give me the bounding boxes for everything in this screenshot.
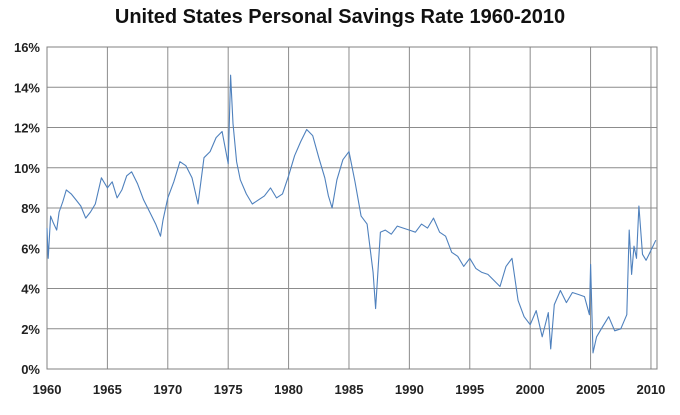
y-tick-label: 6%: [21, 241, 40, 256]
x-tick-label: 2000: [516, 382, 545, 397]
x-axis-tick-labels: 1960 1965 1970 1975 1980 1985 1990 1995 2000 2005…: [33, 382, 666, 397]
x-tick-label: 1985: [335, 382, 364, 397]
y-tick-label: 16%: [14, 40, 40, 55]
x-tick-label: 2010: [636, 382, 665, 397]
savings-rate-line: [46, 74, 657, 354]
y-tick-label: 0%: [21, 362, 40, 377]
x-tick-label: 1980: [274, 382, 303, 397]
y-axis-tick-labels: 0% 2% 4% 6% 8% 10% 12% 14% 16%: [14, 40, 40, 377]
chart-title: United States Personal Savings Rate 1960…: [114, 6, 566, 28]
x-tick-label: 1970: [153, 382, 182, 397]
grid-lines: [46, 46, 657, 370]
y-tick-label: 8%: [21, 201, 40, 216]
x-tick-label: 1965: [93, 382, 122, 397]
y-tick-label: 12%: [14, 121, 40, 136]
y-tick-label: 10%: [14, 161, 40, 176]
plot-area-border: [46, 46, 658, 370]
x-tick-label: 1975: [214, 382, 243, 397]
y-tick-label: 4%: [21, 282, 40, 297]
y-tick-label: 2%: [21, 322, 40, 337]
x-tick-label: 2005: [576, 382, 605, 397]
y-tick-label: 14%: [14, 80, 40, 95]
x-tick-label: 1990: [395, 382, 424, 397]
x-tick-label: 1960: [33, 382, 62, 397]
x-tick-label: 1995: [455, 382, 484, 397]
